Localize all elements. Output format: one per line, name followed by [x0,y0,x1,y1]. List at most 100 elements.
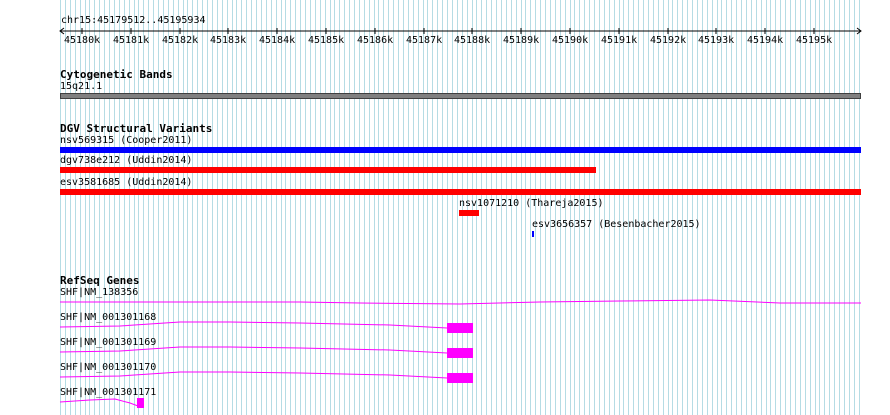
gridline [525,0,526,415]
gridline [119,0,120,415]
gridline [717,0,718,415]
gridline [241,0,242,415]
gridline [751,0,752,415]
gridline [795,0,796,415]
gridline [619,0,620,415]
gene-label[interactable]: SHF|NM_138356 [60,287,139,298]
gridline [653,0,654,415]
gridline [369,0,370,415]
gridline [339,0,340,415]
cytoband-label: 15q21.1 [60,81,103,92]
gridline [457,0,458,415]
gridline [633,0,634,415]
gridline [785,0,786,415]
gridline [770,0,771,415]
gridline [530,0,531,415]
gridline [187,0,188,415]
dgv-feature-bar[interactable] [60,167,596,173]
gridline [290,0,291,415]
gridline [829,0,830,415]
ruler-tick-label: 45185k [308,35,345,46]
dgv-feature-bar[interactable] [60,189,861,195]
gridline [623,0,624,415]
gene-label[interactable]: SHF|NM_001301170 [60,362,157,373]
gridline [153,0,154,415]
gridline [295,0,296,415]
gridline [266,0,267,415]
ruler-tick-label: 45193k [698,35,735,46]
gridline [491,0,492,415]
gridline [839,0,840,415]
gridline [129,0,130,415]
gridline [310,0,311,415]
track-title-dgv[interactable]: DGV Structural Variants [60,122,213,135]
gridline [281,0,282,415]
gridline [80,0,81,415]
gene-label[interactable]: SHF|NM_001301171 [60,387,157,398]
ruler-tick-label: 45182k [162,35,199,46]
gridline [849,0,850,415]
dgv-feature-bar[interactable] [459,210,479,216]
gridline [143,0,144,415]
ruler-tick-label: 45194k [747,35,784,46]
gridline [75,0,76,415]
gridline [570,0,571,415]
gridline [276,0,277,415]
dgv-feature-label: esv3581685 (Uddin2014) [60,177,193,188]
dgv-feature-label: nsv569315 (Cooper2011) [60,135,193,146]
gridline [775,0,776,415]
gridline [99,0,100,415]
dgv-feature-label: esv3656357 (Besenbacher2015) [532,219,701,230]
gene-exon [137,398,144,408]
track-title-refseq[interactable]: RefSeq Genes [60,274,140,287]
dgv-feature-bar[interactable] [532,231,534,237]
gridline [731,0,732,415]
gene-label[interactable]: SHF|NM_001301169 [60,337,157,348]
gridline [94,0,95,415]
gene-intron-line [59,371,448,379]
gene-intron-line [59,398,139,407]
track-title-cytobands[interactable]: Cytogenetic Bands [60,68,173,81]
gridline [246,0,247,415]
gridline [481,0,482,415]
gridline [354,0,355,415]
gene-intron-line [59,346,448,354]
gridline [173,0,174,415]
gridline [638,0,639,415]
dgv-feature-bar[interactable] [60,147,861,153]
gridline [227,0,228,415]
ruler-tick-label: 45188k [454,35,491,46]
gridline [628,0,629,415]
gridline [614,0,615,415]
ruler-tick-label: 45183k [210,35,247,46]
gridline [285,0,286,415]
ruler-tick-label: 45181k [113,35,150,46]
gridline [663,0,664,415]
gridline [594,0,595,415]
gridline [163,0,164,415]
gridline [609,0,610,415]
gene-intron-line [60,299,861,305]
gridline [413,0,414,415]
gridline [721,0,722,415]
gridline [256,0,257,415]
dgv-feature-label: nsv1071210 (Thareja2015) [459,198,604,209]
gridline [476,0,477,415]
gridline [359,0,360,415]
gridline [540,0,541,415]
gene-label[interactable]: SHF|NM_001301168 [60,312,157,323]
gene-exon [447,373,473,383]
gridline [388,0,389,415]
gridline [462,0,463,415]
gridline [138,0,139,415]
gridline [668,0,669,415]
gridline [124,0,125,415]
gridline [398,0,399,415]
gridline [766,0,767,415]
gridline [824,0,825,415]
gridline [712,0,713,415]
cytoband-bar[interactable] [60,93,861,99]
dgv-feature-label: dgv738e212 (Uddin2014) [60,155,193,166]
gridline [800,0,801,415]
